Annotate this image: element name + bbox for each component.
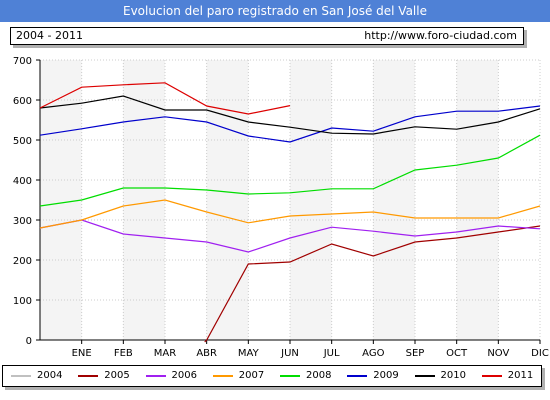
x-tick-label: ENE bbox=[72, 348, 92, 359]
y-tick-label: 600 bbox=[13, 96, 32, 107]
legend-swatch bbox=[11, 375, 31, 377]
legend-label: 2005 bbox=[104, 370, 130, 381]
info-bar: 2004 - 2011 http://www.foro-ciudad.com bbox=[10, 27, 524, 45]
series-line-2006 bbox=[39, 219, 541, 253]
x-tick-label: SEP bbox=[406, 348, 425, 359]
y-tick-label: 100 bbox=[13, 296, 32, 307]
period-label: 2004 - 2011 bbox=[16, 29, 83, 42]
plot-band bbox=[373, 60, 415, 340]
series-line-2011 bbox=[39, 82, 291, 115]
plot-band bbox=[123, 60, 165, 340]
legend-swatch bbox=[481, 375, 502, 377]
y-tick-label: 0 bbox=[26, 336, 32, 347]
x-tick-label: MAR bbox=[154, 348, 176, 359]
legend-swatch bbox=[280, 375, 300, 377]
legend-swatch bbox=[78, 375, 99, 377]
series-line-2005 bbox=[204, 225, 541, 343]
plot-band bbox=[290, 60, 332, 340]
plot-band bbox=[248, 60, 290, 340]
legend-swatch bbox=[145, 375, 166, 377]
y-tick-label: 500 bbox=[13, 136, 32, 147]
y-tick-label: 700 bbox=[13, 56, 32, 67]
plot-band bbox=[456, 60, 499, 340]
y-tick-label: 300 bbox=[13, 216, 32, 227]
series-line-2009 bbox=[39, 105, 541, 143]
x-tick-label: JUL bbox=[323, 348, 340, 359]
plot-band bbox=[415, 60, 457, 340]
legend-label: 2011 bbox=[507, 370, 534, 381]
x-tick-label: JUN bbox=[280, 348, 299, 359]
source-url[interactable]: http://www.foro-ciudad.com bbox=[364, 29, 517, 42]
legend-label: 2007 bbox=[238, 370, 265, 381]
y-tick-label: 400 bbox=[13, 176, 32, 187]
legend: 2004 2005 2006 2007 2008 2009 2010 2011 bbox=[2, 365, 542, 387]
x-tick-label: DIC bbox=[531, 348, 549, 359]
series-line-2008 bbox=[39, 134, 541, 207]
plot-band bbox=[331, 60, 374, 340]
plot-band bbox=[206, 60, 249, 340]
y-tick-label: 200 bbox=[13, 256, 32, 267]
chart-title: Evolucion del paro registrado en San Jos… bbox=[0, 0, 550, 22]
legend-label: 2009 bbox=[373, 370, 399, 381]
legend-label: 2008 bbox=[306, 370, 332, 381]
plot-band bbox=[40, 60, 82, 340]
legend-swatch bbox=[347, 375, 368, 377]
x-tick-label: MAY bbox=[238, 348, 260, 359]
plot-band bbox=[498, 60, 540, 340]
x-tick-label: FEB bbox=[114, 348, 133, 359]
series-line-2007 bbox=[39, 199, 541, 229]
legend-label: 2006 bbox=[171, 370, 197, 381]
plot-band bbox=[81, 60, 124, 340]
legend-swatch bbox=[212, 375, 233, 377]
legend-swatch bbox=[414, 375, 435, 377]
plot-band bbox=[165, 60, 207, 340]
x-tick-label: NOV bbox=[487, 348, 509, 359]
legend-label: 2010 bbox=[440, 370, 466, 381]
series-line-2010 bbox=[39, 95, 541, 135]
x-tick-label: AGO bbox=[362, 348, 384, 359]
x-tick-label: OCT bbox=[446, 348, 468, 359]
x-tick-label: ABR bbox=[196, 348, 217, 359]
legend-label: 2004 bbox=[37, 370, 63, 381]
